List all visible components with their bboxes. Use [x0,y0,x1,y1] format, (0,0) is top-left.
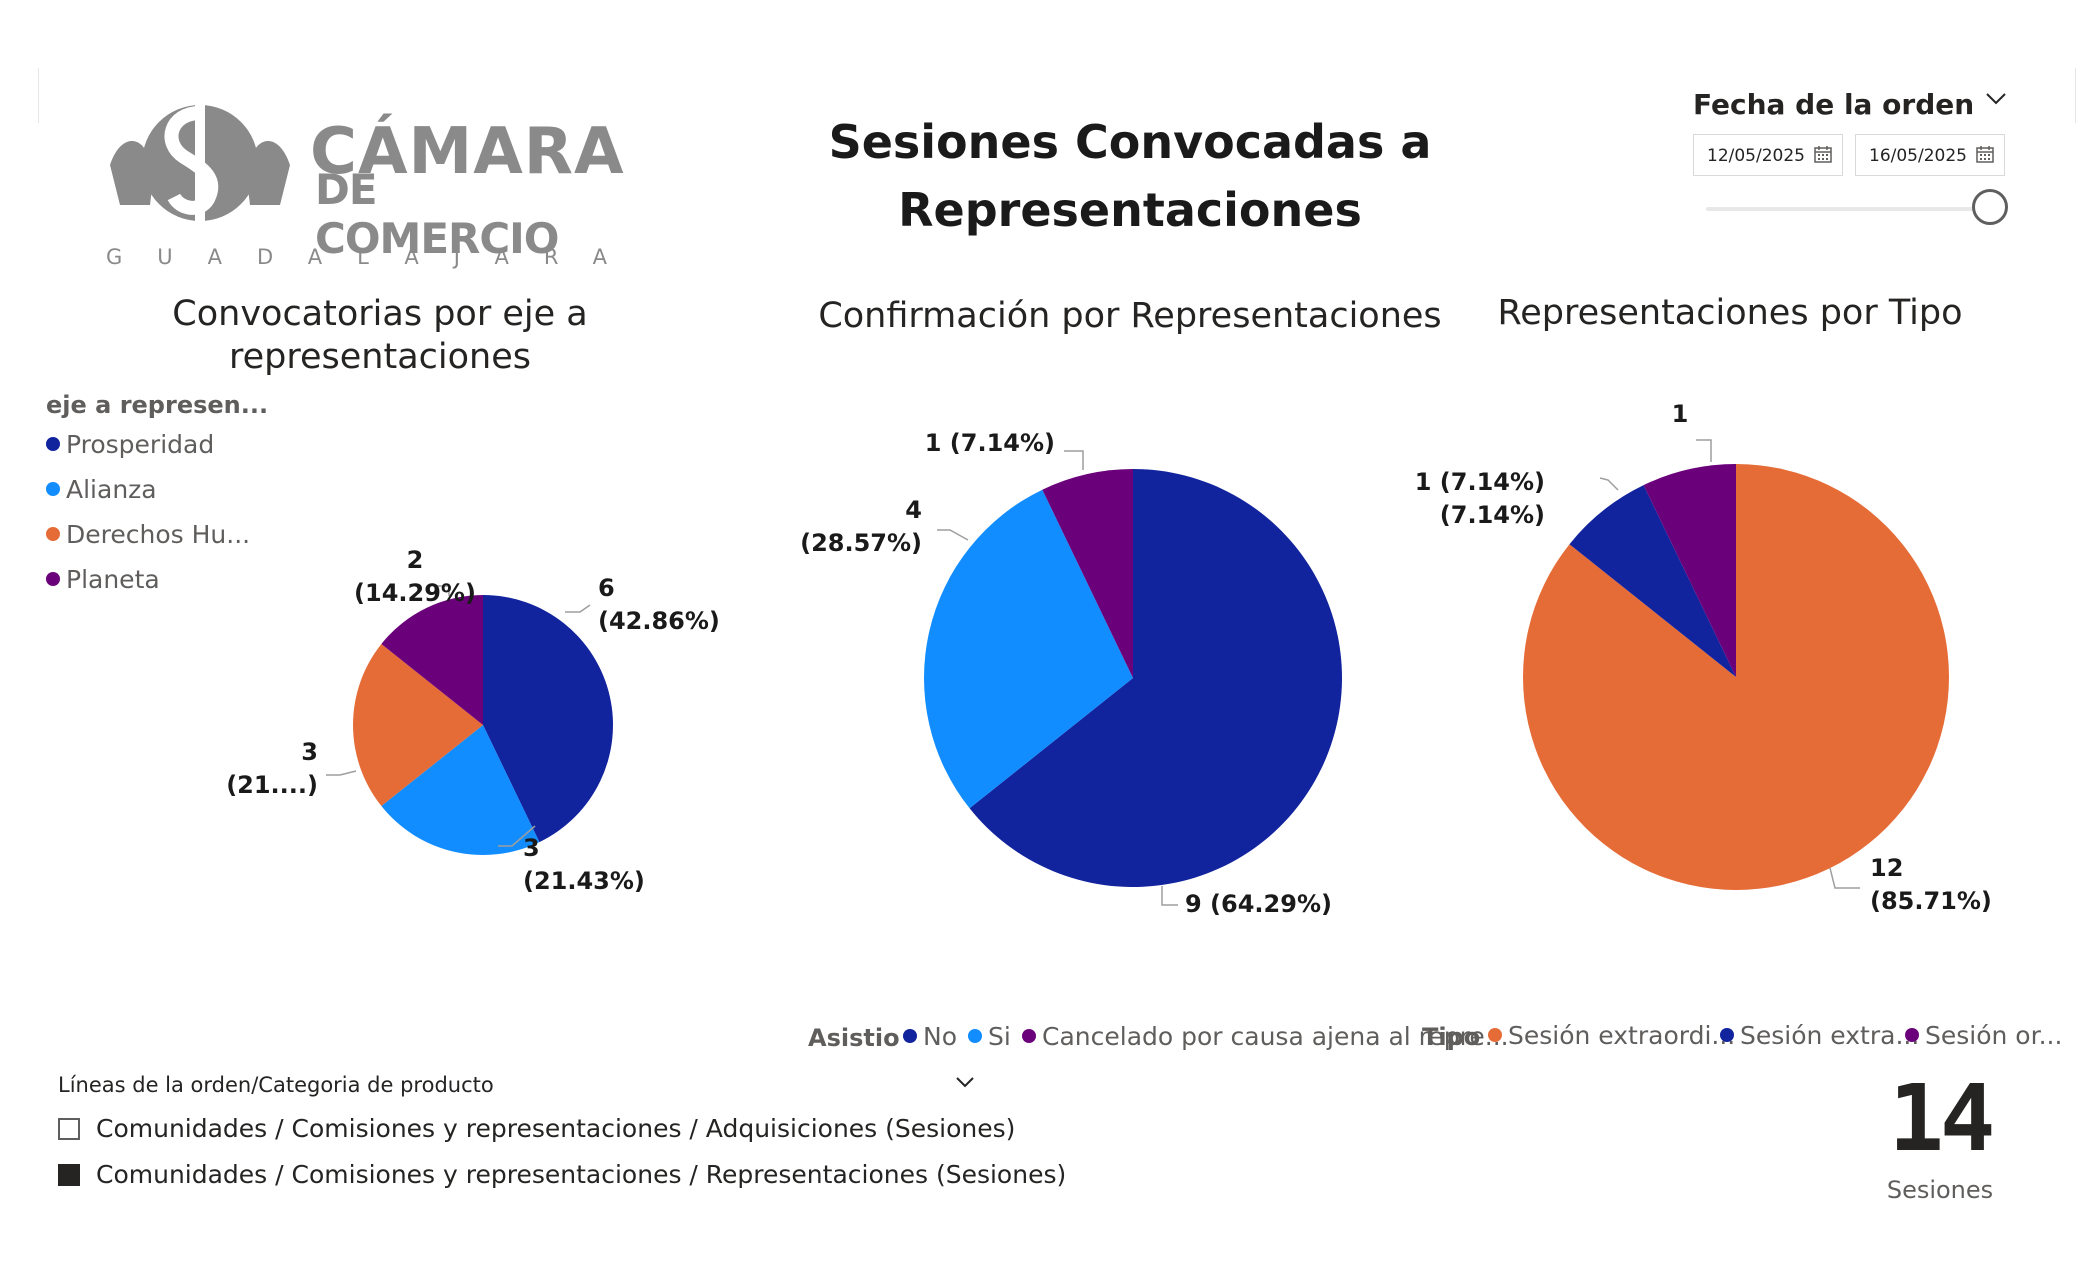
calendar-icon[interactable] [1976,145,1994,163]
category-option-label: Comunidades / Comisiones y representacio… [96,1160,1067,1189]
pie2-data-label-0: 9 (64.29%) [1185,890,1332,918]
logo-emblem-icon [110,105,290,225]
pie2-data-label-2: 1 (7.14%) [925,429,1055,457]
legend2-item-cancelado[interactable]: Cancelado por causa ajena al repre... [1022,1022,1509,1051]
legend1-item-prosperidad[interactable]: Prosperidad [46,430,214,459]
legend-label: Si [988,1022,1011,1051]
legend-dot [1905,1028,1919,1042]
legend-label: Planeta [66,565,160,594]
pie2-leader-line-2 [1064,450,1084,470]
pie2-slice-2[interactable] [1042,469,1133,678]
category-option-label: Comunidades / Comisiones y representacio… [96,1114,1016,1143]
pie3-leader-line-1 [1599,477,1619,491]
pie1-leader-line-0 [565,604,591,613]
legend-dot [46,437,60,451]
camara-comercio-logo: CÁMARA DE COMERCIO GUADALAJARA [100,95,624,280]
logo-line3: GUADALAJARA [106,245,643,269]
checkbox-unchecked-icon[interactable] [58,1118,80,1140]
legend-dot [903,1029,917,1043]
legend-label: Sesión extra... [1740,1021,1920,1050]
legend-label: Alianza [66,475,157,504]
legend-label: Sesión or... [1925,1021,2063,1050]
legend-dot [1022,1029,1036,1043]
legend1-item-alianza[interactable]: Alianza [46,475,157,504]
legend3-item-extraordinaria-2[interactable]: Sesión extra... [1720,1021,1919,1050]
logo-line2: DE COMERCIO [315,165,560,263]
pie1-slice-3[interactable] [381,595,483,725]
chevron-down-icon[interactable] [955,1076,975,1088]
pie1-slice-0[interactable] [483,595,614,843]
legend-label: Sesión extraordi... [1508,1021,1736,1050]
page-title: Sesiones Convocadas a Representaciones [828,115,1432,237]
pie1-leader-line-1 [498,825,536,847]
pie1-leader-line-2 [326,770,357,776]
pie2-leader-line-0 [1161,886,1178,906]
legend-label: No [923,1022,957,1051]
frame-border-right [2075,68,2076,123]
pie1-slice-1[interactable] [381,725,540,855]
pie2-slice-1[interactable] [924,489,1133,809]
calendar-icon[interactable] [1814,145,1832,163]
category-option-adquisiciones[interactable]: Comunidades / Comisiones y representacio… [58,1114,1015,1143]
legend-dot [46,572,60,586]
date-slider-handle[interactable] [1972,189,2008,225]
pie3-leader-line-2 [1696,439,1712,462]
legend1-item-planeta[interactable]: Planeta [46,565,160,594]
category-filter-title: Líneas de la orden/Categoria de producto [58,1073,494,1097]
legend3-item-ordinaria[interactable]: Sesión or... [1905,1021,2062,1050]
date-filter-title: Fecha de la orden [1693,88,1975,121]
pie3-data-label-2: 1 [1672,400,1689,428]
chart1-title: Convocatorias por eje a representaciones [172,294,588,377]
kpi-sessions-value: 14 [1888,1065,1996,1172]
frame-border-left [38,68,39,123]
legend-dot [46,527,60,541]
pie2-leader-line-1 [937,529,969,541]
end-date-value: 16/05/2025 [1869,146,1967,166]
legend1-item-derechos[interactable]: Derechos Hu... [46,520,250,549]
pie3-data-label-1: 1 (7.14%) (7.14%) [1415,468,1545,529]
pie3-leader-line-0 [1829,867,1860,889]
pie3-slice-1[interactable] [1569,485,1736,677]
category-option-representaciones[interactable]: Comunidades / Comisiones y representacio… [58,1160,1066,1189]
pie2-slice-0[interactable] [969,469,1343,887]
end-date-input[interactable]: 16/05/2025 [1855,134,2005,176]
chart2-title: Confirmación por Representaciones [818,296,1442,336]
checkbox-checked-icon[interactable] [58,1164,80,1186]
legend-dot [968,1029,982,1043]
date-slider-track[interactable] [1706,207,1996,211]
pie1-data-label-1: 3 (21.43%) [523,834,645,895]
chart3-title: Representaciones por Tipo [1497,293,1963,333]
legend-label: Prosperidad [66,430,215,459]
pie3-slice-2[interactable] [1643,464,1736,677]
start-date-value: 12/05/2025 [1707,146,1805,166]
pie1-slice-2[interactable] [353,643,483,807]
legend-dot [1720,1028,1734,1042]
pie1-data-label-3: 2 (14.29%) [354,546,476,607]
legend3-title: Tipo [1422,1023,1481,1051]
pie1-data-label-2: 3 (21....) [226,738,318,799]
logo-line1: CÁMARA [310,115,625,189]
legend2-item-si[interactable]: Si [968,1022,1011,1051]
legend3-item-extraordinaria-1[interactable]: Sesión extraordi... [1488,1021,1735,1050]
legend2-title: Asistio [808,1024,900,1052]
legend-label: Derechos Hu... [66,520,251,549]
pie3-slice-0[interactable] [1523,464,1949,890]
pie1-leader-line-3 [433,585,450,596]
pie1-data-label-0: 6 (42.86%) [598,574,720,635]
chevron-down-icon[interactable] [1985,92,2007,106]
legend-dot [1488,1028,1502,1042]
legend2-item-no[interactable]: No [903,1022,957,1051]
start-date-input[interactable]: 12/05/2025 [1693,134,1843,176]
pie3-data-label-0: 12 (85.71%) [1870,854,1992,915]
pie2-data-label-1: 4 (28.57%) [800,496,922,557]
legend-dot [46,482,60,496]
legend1-title: eje a represen... [46,391,269,419]
kpi-sessions-label: Sesiones [1886,1176,1994,1204]
legend-label: Cancelado por causa ajena al repre... [1042,1022,1509,1051]
